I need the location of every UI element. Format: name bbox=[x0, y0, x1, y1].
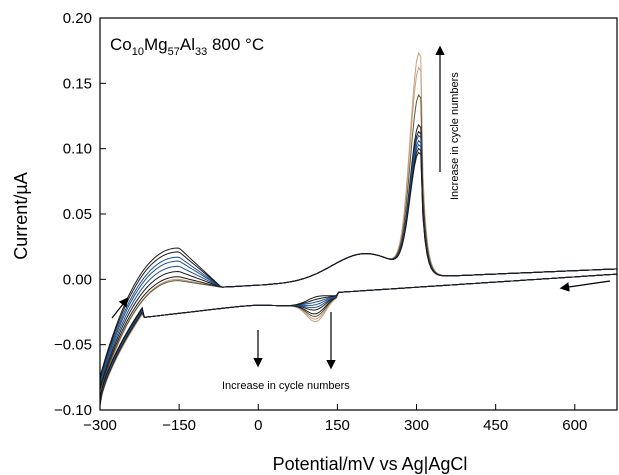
chart-title: Co10Mg57Al33 800 °C bbox=[110, 35, 264, 58]
y-tick-label: −0.05 bbox=[54, 337, 92, 354]
x-tick-label: 150 bbox=[325, 417, 350, 434]
title-element-co: Co bbox=[110, 35, 132, 54]
y-tick-label: 0.00 bbox=[63, 271, 92, 288]
cv-cycle-line bbox=[99, 151, 618, 400]
y-tick-label: −0.10 bbox=[54, 402, 92, 419]
cv-cycle-line bbox=[99, 147, 618, 400]
y-tick-label: 0.20 bbox=[63, 10, 92, 27]
cv-cycle-line bbox=[99, 66, 618, 406]
annotation-top: Increase in cycle numbers bbox=[449, 72, 461, 200]
cv-cycle-line bbox=[99, 124, 618, 404]
y-tick-label: 0.10 bbox=[63, 141, 92, 158]
title-subscript-mg: 57 bbox=[168, 46, 180, 58]
annotation-bottom: Increase in cycle numbers bbox=[222, 380, 350, 392]
plot-frame bbox=[99, 17, 618, 411]
x-tick-label: 450 bbox=[483, 417, 508, 434]
x-tick-label: 300 bbox=[404, 417, 429, 434]
y-tick-label: 0.05 bbox=[63, 206, 92, 223]
arrow-reverse-scan bbox=[559, 280, 611, 292]
cv-cycle-line bbox=[99, 51, 618, 407]
x-tick-label: −150 bbox=[162, 417, 196, 434]
arrow-layer bbox=[111, 45, 611, 370]
x-tick-label: 0 bbox=[254, 417, 262, 434]
x-tick-label: 600 bbox=[562, 417, 587, 434]
tick-layer: −300 −150 0 150 300 450 600 0.20 0.15 0.10 0.05 0.0… bbox=[54, 10, 587, 434]
series-layer bbox=[99, 51, 618, 407]
title-element-mg: Mg bbox=[144, 35, 168, 54]
cv-cycle-line bbox=[99, 130, 618, 403]
x-axis-label: Potential/mV vs Ag|AgCl bbox=[273, 454, 468, 474]
title-element-al: Al bbox=[180, 35, 195, 54]
title-temperature: 800 °C bbox=[207, 35, 264, 54]
title-subscript-co: 10 bbox=[132, 46, 144, 58]
arrow-forward-scan bbox=[111, 297, 129, 319]
cv-cycle-line bbox=[99, 139, 618, 402]
title-subscript-al: 33 bbox=[195, 46, 207, 58]
y-tick-label: 0.15 bbox=[63, 75, 92, 92]
cv-cycle-line bbox=[99, 93, 618, 405]
y-axis-label: Current/µA bbox=[11, 172, 31, 259]
cv-cycle-line bbox=[99, 134, 618, 403]
x-tick-label: −300 bbox=[83, 417, 117, 434]
